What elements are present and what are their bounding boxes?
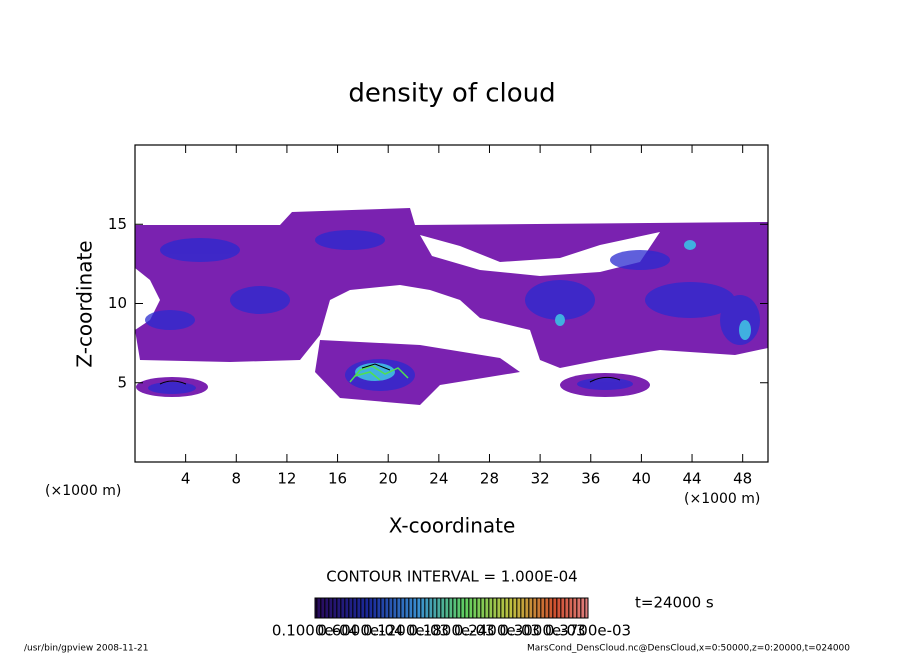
footer-right: MarsCond_DensCloud.nc@DensCloud,x=0:5000… — [527, 644, 850, 654]
x-axis-title: X-coordinate — [389, 514, 516, 538]
colorbar-label: 0.3000e-03 — [499, 622, 585, 640]
y-unit-label: (×1000 m) — [45, 483, 121, 499]
x-tick-label: 24 — [429, 470, 448, 488]
colorbar-label: 0.1800e-03 — [408, 622, 494, 640]
x-tick-label: 36 — [581, 470, 600, 488]
contour-interval: CONTOUR INTERVAL = 1.000E-04 — [326, 568, 577, 586]
colorbar-label: 0.1200e-03 — [363, 622, 449, 640]
colorbar-label: 0.2400e-03 — [454, 622, 540, 640]
x-tick-label: 8 — [232, 470, 242, 488]
y-tick-label: 15 — [108, 215, 127, 233]
footer-left: /usr/bin/gpview 2008-11-21 — [24, 644, 148, 654]
y-axis-title: Z-coordinate — [73, 240, 97, 367]
x-tick-label: 48 — [733, 470, 752, 488]
y-tick-label: 5 — [117, 373, 127, 391]
colorbar-label: 0.3700e-03 — [545, 622, 631, 640]
time-label: t=24000 s — [635, 594, 714, 612]
colorbar-label: 0.1000e-04 — [272, 622, 358, 640]
x-tick-label: 44 — [682, 470, 701, 488]
y-tick-label: 10 — [108, 294, 127, 312]
colorbar-label: 0.6000e-04 — [317, 622, 403, 640]
x-tick-label: 40 — [632, 470, 651, 488]
x-tick-label: 20 — [379, 470, 398, 488]
x-tick-label: 28 — [480, 470, 499, 488]
x-tick-label: 12 — [277, 470, 296, 488]
x-tick-label: 4 — [181, 470, 191, 488]
x-tick-label: 16 — [328, 470, 347, 488]
chart-title: density of cloud — [348, 79, 555, 109]
contour-field — [135, 208, 768, 405]
x-unit-label: (×1000 m) — [684, 491, 760, 507]
x-tick-label: 32 — [531, 470, 550, 488]
colorbar — [314, 597, 589, 619]
